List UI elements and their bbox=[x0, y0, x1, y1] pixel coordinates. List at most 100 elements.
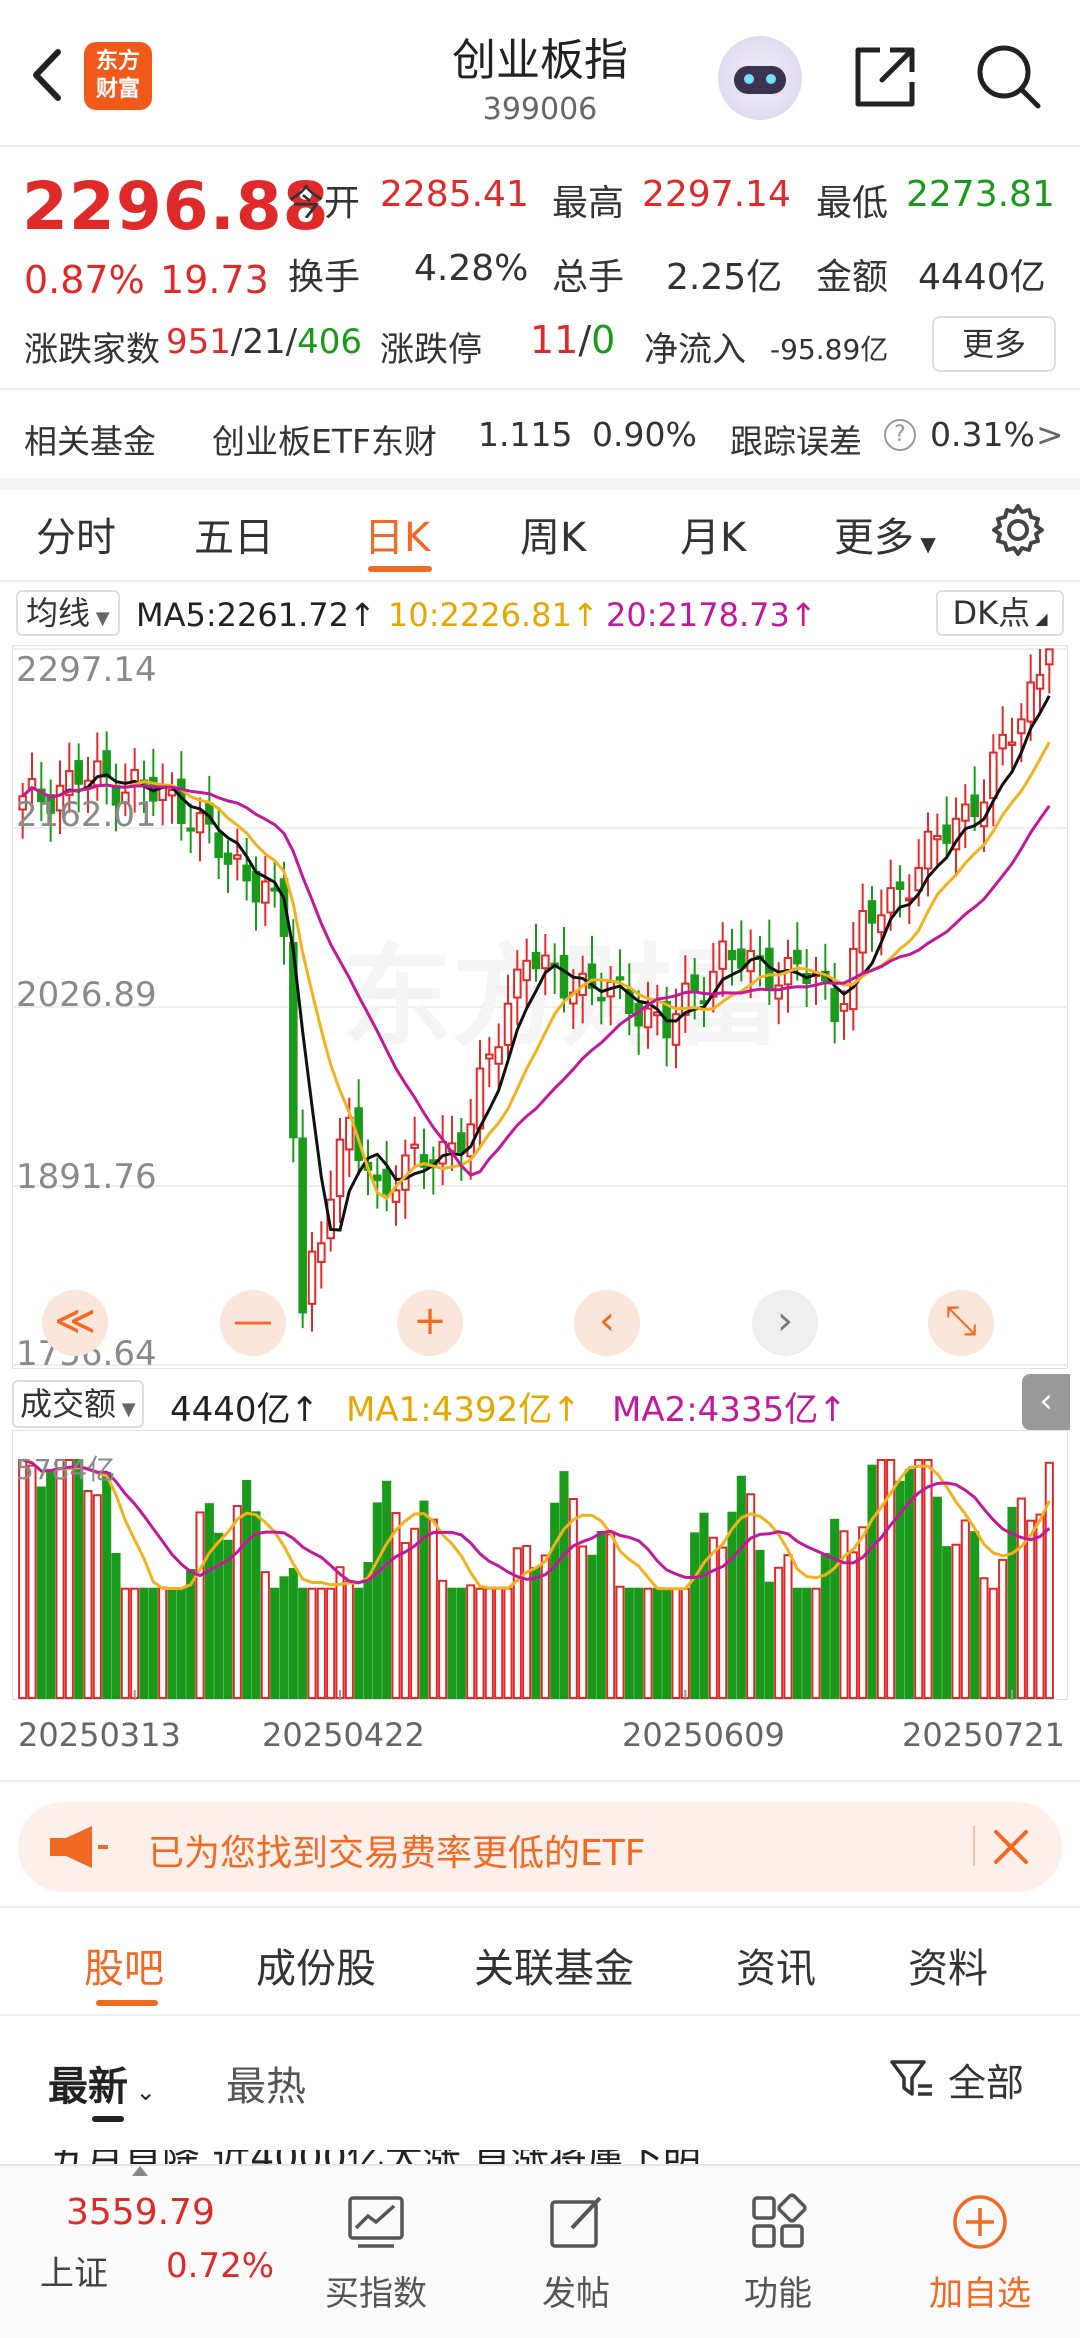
tab-period-3[interactable]: 周K bbox=[520, 515, 587, 561]
candle-body bbox=[382, 1168, 391, 1195]
related-fund-percent: 0.90% bbox=[592, 415, 697, 454]
chevron-right-icon[interactable]: > bbox=[1036, 415, 1064, 454]
volume-bar bbox=[55, 1459, 65, 1699]
tab-period-5[interactable]: 更多 ▼ bbox=[834, 515, 936, 561]
candle-body bbox=[251, 870, 261, 903]
add-watchlist-button[interactable]: 加自选 bbox=[910, 2166, 1050, 2338]
volume-bar bbox=[204, 1503, 214, 1700]
active-section-indicator bbox=[96, 2000, 158, 2006]
volume-bar bbox=[550, 1502, 560, 1699]
volume-bar-chart[interactable] bbox=[12, 1430, 1068, 1700]
amount-label: 金额 bbox=[816, 257, 889, 298]
candle-body bbox=[942, 824, 951, 844]
related-fund-label: 相关基金 bbox=[24, 422, 156, 461]
ai-assistant-icon[interactable] bbox=[718, 36, 802, 120]
volume-bar bbox=[690, 1532, 700, 1699]
sort-latest[interactable]: 最新 ⌄ bbox=[48, 2064, 156, 2110]
volume-bar bbox=[727, 1511, 737, 1699]
volume-indicator-selector[interactable]: 成交额 ▼ bbox=[12, 1380, 144, 1428]
volume-bar bbox=[587, 1554, 597, 1699]
scroll-left-button[interactable]: ‹ bbox=[574, 1290, 640, 1356]
candle-body bbox=[793, 949, 802, 965]
candle-body bbox=[307, 1250, 317, 1305]
filter-icon[interactable] bbox=[888, 2056, 936, 2100]
zoom-out-button[interactable]: — bbox=[220, 1290, 286, 1356]
tab-section-1[interactable]: 成份股 bbox=[256, 1946, 376, 1992]
help-icon[interactable]: ? bbox=[884, 419, 916, 451]
volume-bar bbox=[466, 1584, 476, 1699]
candle-body bbox=[727, 950, 737, 961]
shanghai-index-value[interactable]: 3559.79 bbox=[66, 2192, 215, 2233]
jump-to-start-button[interactable]: ≪ bbox=[42, 1290, 108, 1356]
collapse-panel-button[interactable]: ‹ bbox=[1022, 1374, 1070, 1430]
candle-body bbox=[475, 1067, 485, 1130]
candle-body bbox=[961, 803, 970, 822]
candle-body bbox=[839, 1003, 849, 1012]
volume-bar bbox=[540, 1554, 550, 1699]
candle-body bbox=[643, 1007, 653, 1029]
expand-up-icon[interactable] bbox=[132, 2166, 148, 2176]
fullscreen-button[interactable]: ⤡ bbox=[928, 1290, 994, 1356]
volume-bar bbox=[596, 1531, 606, 1699]
volume-bar bbox=[895, 1480, 905, 1699]
header-bar: 东方 财富 创业板指 399006 bbox=[0, 0, 1080, 145]
candle-body bbox=[718, 940, 727, 970]
volume-bar bbox=[886, 1459, 896, 1699]
volume-bar bbox=[102, 1471, 112, 1699]
scroll-right-button[interactable]: › bbox=[752, 1290, 818, 1356]
volume-bar bbox=[624, 1587, 634, 1699]
tab-section-4[interactable]: 资料 bbox=[908, 1946, 988, 1992]
volume-bar bbox=[111, 1552, 121, 1699]
share-icon[interactable] bbox=[850, 42, 920, 112]
tab-period-4[interactable]: 月K bbox=[680, 515, 747, 561]
volume-bar bbox=[839, 1530, 849, 1699]
volume-bar bbox=[1035, 1513, 1045, 1699]
add-watchlist-label: 加自选 bbox=[929, 2274, 1031, 2314]
zoom-in-button[interactable]: + bbox=[397, 1290, 463, 1356]
volume-bar bbox=[960, 1519, 970, 1699]
shanghai-index-percent: 0.72% bbox=[166, 2246, 275, 2286]
volume-bar bbox=[783, 1554, 793, 1699]
eastmoney-logo[interactable]: 东方 财富 bbox=[84, 42, 152, 110]
sort-hot[interactable]: 最热 bbox=[226, 2064, 306, 2110]
volume-bar bbox=[503, 1587, 513, 1699]
candle-body bbox=[261, 880, 270, 904]
search-icon[interactable] bbox=[972, 40, 1044, 112]
close-icon[interactable] bbox=[988, 1824, 1034, 1870]
volume-bar bbox=[755, 1549, 765, 1699]
candle-body bbox=[1026, 681, 1035, 723]
dk-point-button[interactable]: DK点 ◢ bbox=[936, 590, 1064, 636]
volume-bar bbox=[475, 1587, 485, 1699]
tab-section-0[interactable]: 股吧 bbox=[84, 1946, 164, 1992]
candle-body bbox=[195, 812, 205, 834]
post-preview[interactable]: 五月首降 近4000亿大涨 首涨将属下明 bbox=[48, 2150, 1048, 2164]
buy-index-button[interactable]: 买指数 bbox=[306, 2166, 446, 2338]
more-stats-button[interactable]: 更多 bbox=[932, 316, 1056, 372]
candle-body bbox=[485, 1053, 494, 1060]
gear-icon[interactable] bbox=[990, 502, 1046, 558]
candle-body bbox=[1045, 648, 1054, 666]
back-arrow-icon[interactable] bbox=[22, 40, 82, 110]
volume-bar bbox=[298, 1587, 308, 1699]
breadth-down: 406 bbox=[297, 322, 363, 362]
filter-all[interactable]: 全部 bbox=[948, 2061, 1025, 2105]
tab-section-3[interactable]: 资讯 bbox=[736, 1946, 816, 1992]
tab-period-2[interactable]: 日K bbox=[364, 515, 431, 561]
post-button[interactable]: 发帖 bbox=[506, 2166, 646, 2338]
volume-bar bbox=[718, 1546, 728, 1699]
volume-bar bbox=[382, 1480, 392, 1699]
functions-button[interactable]: 功能 bbox=[708, 2166, 848, 2338]
tab-section-2[interactable]: 关联基金 bbox=[474, 1946, 634, 1992]
indicator-selector[interactable]: 均线 ▼ bbox=[16, 590, 120, 636]
post-label: 发帖 bbox=[542, 2274, 610, 2314]
candle-body bbox=[998, 733, 1007, 750]
tab-period-0[interactable]: 分时 bbox=[36, 515, 116, 561]
tab-period-1[interactable]: 五日 bbox=[194, 515, 274, 561]
candle-body bbox=[1007, 741, 1017, 746]
candle-body bbox=[373, 1174, 382, 1182]
volume-bar bbox=[858, 1526, 868, 1700]
etf-promo-banner[interactable]: 已为您找到交易费率更低的ETF bbox=[18, 1802, 1062, 1892]
candle-body bbox=[522, 959, 531, 982]
related-fund-name[interactable]: 创业板ETF东财 bbox=[212, 422, 437, 461]
